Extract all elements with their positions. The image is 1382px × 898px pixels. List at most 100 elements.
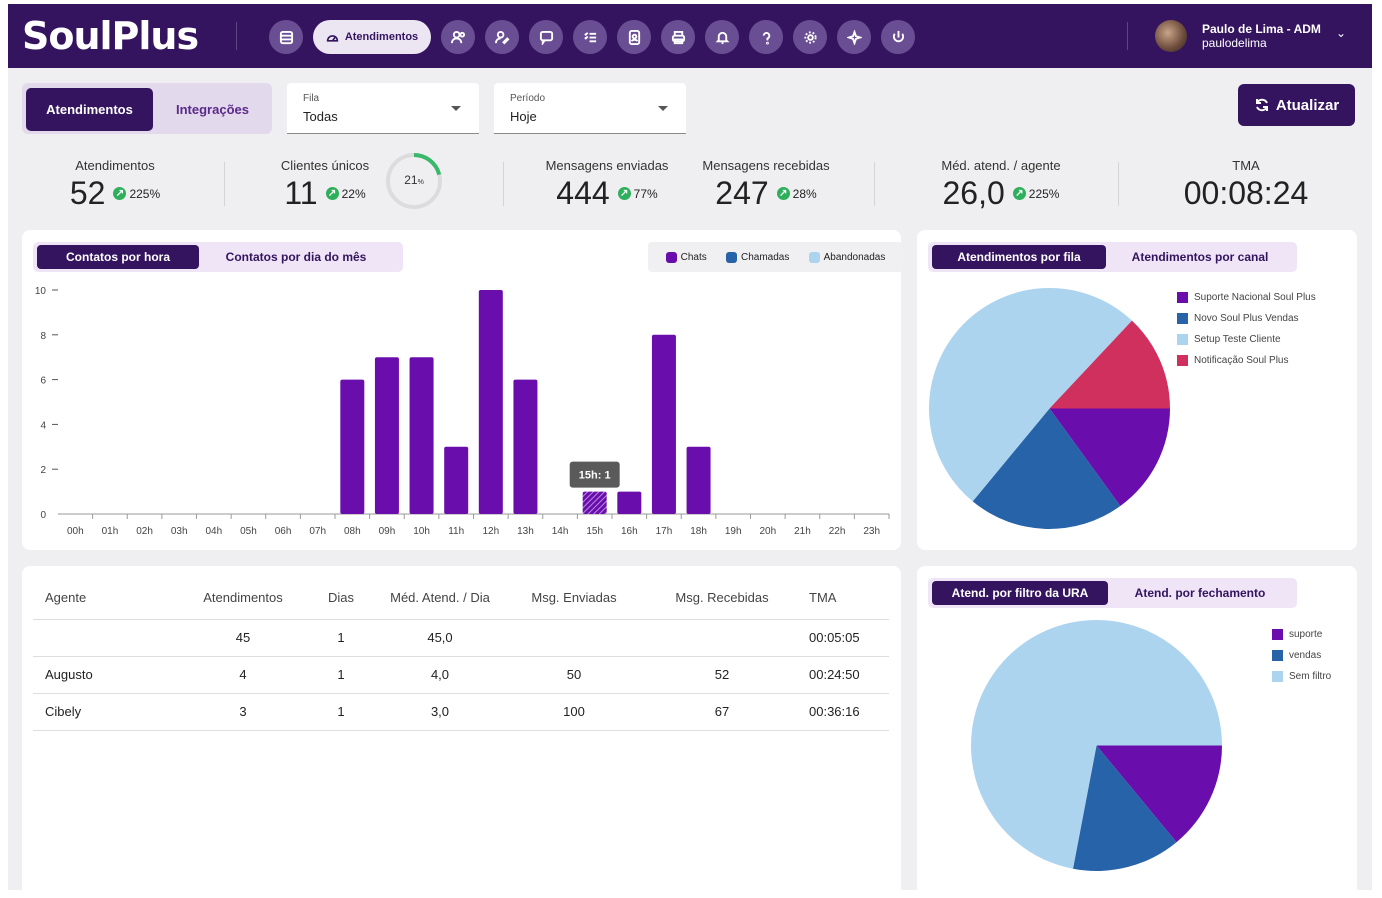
legend-item[interactable]: Novo Soul Plus Vendas [1177, 308, 1316, 329]
legend-item[interactable]: Setup Teste Cliente [1177, 329, 1316, 350]
brand-name: SoulPlus [22, 14, 199, 58]
table-cell [647, 619, 797, 657]
bar-11h[interactable] [444, 446, 469, 514]
stat-title: Atendimentos [75, 158, 155, 173]
stat-title: Mensagens recebidas [702, 158, 830, 173]
legend-item[interactable]: Sem filtro [1272, 666, 1331, 687]
column-header[interactable]: Msg. Enviadas [501, 576, 647, 620]
column-header[interactable]: TMA [797, 576, 889, 620]
legend-swatch [1272, 650, 1283, 661]
pie-slice-2[interactable] [971, 620, 1222, 869]
refresh-button[interactable]: Atualizar [1238, 84, 1355, 126]
tab-atendimentos-fila[interactable]: Atendimentos por fila [932, 245, 1106, 269]
tab-fechamento[interactable]: Atend. por fechamento [1134, 586, 1266, 600]
caret-down-icon [451, 106, 461, 111]
pie-slice-3[interactable] [1049, 320, 1171, 409]
nav-user-edit-button[interactable] [485, 20, 519, 54]
queue-select-value: Todas [303, 109, 338, 124]
ring-arc [386, 153, 442, 209]
tab-contatos-hora[interactable]: Contatos por hora [37, 245, 199, 269]
pie-slice-1[interactable] [1072, 745, 1177, 872]
bar-08h[interactable] [340, 379, 365, 514]
tab-atendimentos-canal[interactable]: Atendimentos por canal [1131, 250, 1269, 264]
x-tick-label: 07h [309, 526, 326, 537]
nav-logout-button[interactable] [881, 20, 915, 54]
bar-18h[interactable] [686, 446, 711, 514]
brand-logo[interactable]: SoulPlus [22, 14, 199, 58]
legend-chamadas[interactable]: Chamadas [726, 251, 789, 263]
table-cell: 3 [183, 693, 303, 731]
pie-slice-1[interactable] [972, 408, 1121, 530]
period-select[interactable]: Período Hoje [494, 83, 686, 134]
nav-notifications-button[interactable] [705, 20, 739, 54]
bar-13h[interactable] [513, 379, 538, 514]
column-header[interactable]: Msg. Recebidas [647, 576, 797, 620]
x-tick-label: 21h [794, 526, 811, 537]
legend-label: Setup Teste Cliente [1194, 334, 1281, 345]
column-header[interactable]: Agente [33, 576, 183, 620]
bar-10h[interactable] [409, 357, 434, 514]
x-tick-label: 20h [759, 526, 776, 537]
legend-label: Sem filtro [1289, 671, 1332, 682]
column-header[interactable]: Atendimentos [183, 576, 303, 620]
nav-checklist-button[interactable] [573, 20, 607, 54]
nav-settings-button[interactable] [793, 20, 827, 54]
tab-integracoes[interactable]: Integrações [176, 102, 249, 117]
nav-list-button[interactable] [269, 20, 303, 54]
pie-slice-0[interactable] [1049, 408, 1171, 506]
nav-atendimentos-button[interactable]: Atendimentos [313, 20, 431, 54]
legend-label: suporte [1289, 629, 1323, 640]
user-avatar[interactable] [1155, 20, 1187, 52]
tab-filtro-ura[interactable]: Atend. por filtro da URA [932, 581, 1108, 605]
divider [1118, 162, 1119, 206]
stat-value: 00:08:24 [1183, 175, 1309, 211]
nav-magic-button[interactable] [837, 20, 871, 54]
legend-item[interactable]: suporte [1272, 624, 1331, 645]
divider [874, 162, 875, 206]
nav-contacts-button[interactable] [617, 20, 651, 54]
legend-swatch [1272, 671, 1283, 682]
legend-abandonadas[interactable]: Abandonadas [808, 251, 885, 263]
tooltip-text: 15h: 1 [579, 470, 611, 482]
tab-contatos-dia[interactable]: Contatos por dia do mês [225, 250, 367, 264]
x-tick-label: 13h [517, 526, 534, 537]
chevron-down-icon[interactable]: ⌄ [1336, 26, 1347, 40]
column-header[interactable]: Méd. Atend. / Dia [379, 576, 501, 620]
divider [236, 22, 237, 50]
legend-item[interactable]: vendas [1272, 645, 1331, 666]
x-tick-label: 23h [863, 526, 880, 537]
table-cell: 1 [303, 619, 379, 657]
pie-slice-2[interactable] [929, 288, 1132, 502]
tab-atendimentos[interactable]: Atendimentos [26, 88, 153, 131]
pie-slice-0[interactable] [1096, 745, 1223, 843]
x-tick-label: 18h [690, 526, 707, 537]
table-row[interactable]: Cibely 3 1 3,0 100 67 00:36:16 [33, 693, 889, 731]
divider [224, 162, 225, 206]
power-icon [892, 30, 904, 42]
user-login: paulodelima [1202, 36, 1267, 50]
legend-item[interactable]: Suporte Nacional Soul Plus [1177, 287, 1316, 308]
legend-chats[interactable]: Chats [665, 251, 707, 263]
stat-value: 26,0 [942, 175, 1005, 211]
bar-15h[interactable] [582, 491, 607, 514]
legend-swatch [665, 251, 677, 263]
column-header[interactable]: Dias [303, 576, 379, 620]
stat-change: 77% [633, 186, 658, 201]
y-tick-label: 8 [40, 331, 46, 342]
queue-select[interactable]: Fila Todas [287, 83, 479, 134]
nav-print-button[interactable] [661, 20, 695, 54]
legend-swatch [1177, 334, 1188, 345]
stat-title: Clientes únicos [280, 158, 370, 173]
nav-help-button[interactable] [749, 20, 783, 54]
bar-16h[interactable] [617, 491, 642, 514]
table-cell: 4,0 [379, 656, 501, 694]
legend-item[interactable]: Notificação Soul Plus [1177, 350, 1316, 371]
bar-12h[interactable] [478, 290, 503, 514]
nav-messages-button[interactable] [529, 20, 563, 54]
bar-17h[interactable] [651, 334, 676, 514]
nav-users-button[interactable] [441, 20, 475, 54]
bar-09h[interactable] [374, 357, 399, 514]
table-row[interactable]: 45 1 45,0 00:05:05 [33, 619, 889, 657]
legend-label: Chats [680, 251, 707, 263]
table-row[interactable]: Augusto 4 1 4,0 50 52 00:24:50 [33, 656, 889, 694]
